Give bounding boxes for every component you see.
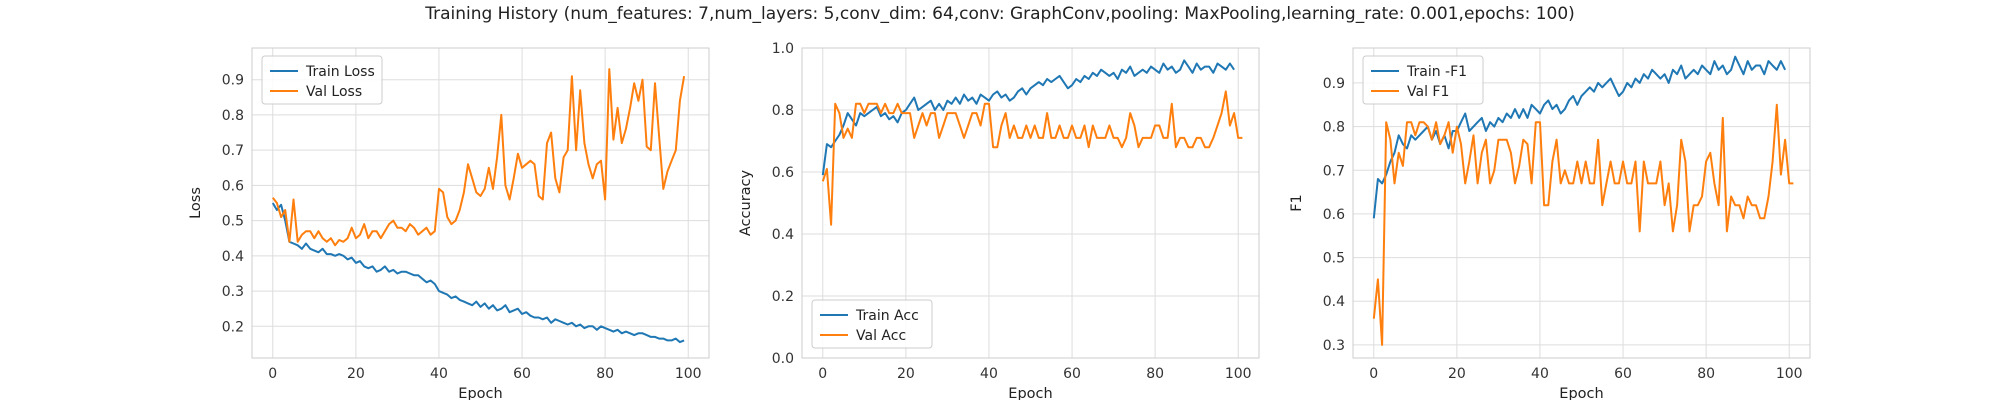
- y-tick-label: 0.3: [1323, 338, 1345, 354]
- legend-label: Val Acc: [856, 328, 906, 344]
- y-axis-label: Loss: [188, 187, 204, 219]
- y-axis-label: Accuracy: [738, 169, 754, 236]
- y-tick-label: 0.7: [222, 143, 244, 159]
- plot-frame: [1352, 47, 1811, 359]
- x-tick-label: 20: [1448, 366, 1466, 382]
- subplot-2: 0 20 40 60 80 100 0.0 0.2 0.4 0.6 0.8 1.0 Epoch Accur…: [738, 41, 1260, 400]
- plot-frame: [251, 47, 710, 359]
- x-tick-label: 80: [1146, 366, 1164, 382]
- y-tick-label: 0.2: [772, 289, 794, 305]
- x-tick-label: 60: [1063, 366, 1081, 382]
- x-tick-label: 100: [675, 366, 702, 382]
- series-line-2: [272, 68, 686, 247]
- legend-label: Train Acc: [855, 308, 919, 324]
- x-tick-label: 80: [1697, 366, 1715, 382]
- y-tick-label: 0.5: [1323, 251, 1345, 267]
- y-tick-label: 0.4: [772, 227, 794, 243]
- x-tick-label: 20: [347, 366, 365, 382]
- x-axis-label: Epoch: [458, 386, 502, 400]
- y-tick-label: 0.8: [772, 103, 794, 119]
- legend-label: Train -F1: [1406, 64, 1467, 80]
- y-tick-label: 0.2: [222, 319, 244, 335]
- y-axis-label: F1: [1289, 194, 1305, 212]
- series-line-2: [821, 90, 1243, 226]
- subplot-3: 0 20 40 60 80 100 0.3 0.4 0.5 0.6 0.7 0.8 0.9 Epoch F1…: [1289, 47, 1811, 400]
- x-tick-label: 60: [1614, 366, 1632, 382]
- y-tick-label: 0.3: [222, 284, 244, 300]
- y-tick-label: 0.9: [1323, 76, 1345, 92]
- series-line-1: [271, 202, 685, 344]
- y-tick-label: 0.4: [222, 249, 244, 265]
- legend-label: Val F1: [1407, 84, 1449, 100]
- x-tick-label: 20: [897, 366, 915, 382]
- y-tick-label: 0.4: [1323, 294, 1345, 310]
- x-tick-label: 60: [513, 366, 531, 382]
- x-tick-label: 40: [430, 366, 448, 382]
- y-tick-label: 1.0: [772, 41, 794, 57]
- x-axis-label: Epoch: [1559, 386, 1603, 400]
- subplot-1: 0 20 40 60 80 100 0.2 0.3 0.4 0.5 0.6 0.7 0.8 0.9 Epoc…: [188, 47, 710, 400]
- y-tick-label: 0.6: [222, 178, 244, 194]
- legend-label: Train Loss: [305, 64, 375, 80]
- y-tick-label: 0.8: [222, 108, 244, 124]
- x-tick-label: 100: [1776, 366, 1803, 382]
- figure-title: Training History (num_features: 7,num_la…: [425, 4, 1575, 24]
- x-tick-label: 0: [268, 366, 277, 382]
- legend-label: Val Loss: [306, 84, 362, 100]
- x-axis-label: Epoch: [1008, 386, 1052, 400]
- y-tick-label: 0.9: [222, 73, 244, 89]
- x-tick-label: 80: [596, 366, 614, 382]
- y-tick-label: 0.6: [1323, 207, 1345, 223]
- y-tick-label: 0.6: [772, 165, 794, 181]
- series-line-2: [1372, 103, 1794, 346]
- y-tick-label: 0.7: [1323, 163, 1345, 179]
- x-tick-label: 0: [818, 366, 827, 382]
- x-tick-label: 0: [1369, 366, 1378, 382]
- plot-frame: [801, 47, 1260, 359]
- x-tick-label: 40: [1531, 366, 1549, 382]
- x-tick-label: 40: [980, 366, 998, 382]
- y-tick-label: 0.5: [222, 214, 244, 230]
- series-line-1: [821, 59, 1235, 176]
- y-tick-label: 0.0: [772, 351, 794, 367]
- y-tick-label: 0.8: [1323, 120, 1345, 136]
- x-tick-label: 100: [1225, 366, 1252, 382]
